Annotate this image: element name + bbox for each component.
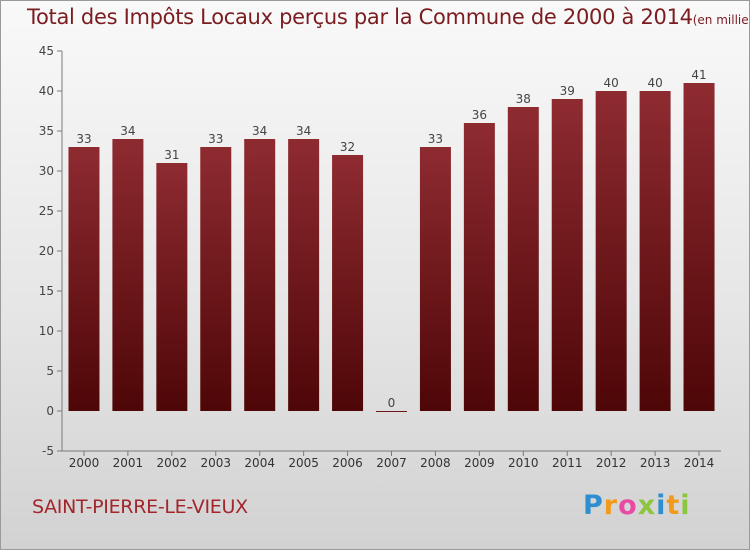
logo-letter: P <box>583 490 604 521</box>
bar-2007 <box>376 411 407 412</box>
y-tick-label: 20 <box>39 244 54 258</box>
x-tick-label: 2010 <box>508 456 539 470</box>
bar-2011 <box>551 99 583 411</box>
value-label-2004: 34 <box>252 124 267 138</box>
x-tick-label: 2014 <box>684 456 715 470</box>
value-label-2005: 34 <box>296 124 311 138</box>
y-tick-label: 5 <box>46 364 54 378</box>
x-tick-label: 2011 <box>552 456 583 470</box>
value-label-2008: 33 <box>428 132 443 146</box>
value-label-2010: 38 <box>516 92 531 106</box>
bars <box>68 83 715 412</box>
x-tick-label: 2005 <box>288 456 319 470</box>
y-tick-label: 10 <box>39 324 54 338</box>
y-tick-label: 45 <box>39 44 54 58</box>
bar-2010 <box>507 107 539 411</box>
logo-letter: o <box>618 490 638 521</box>
x-tick-label: 2003 <box>200 456 231 470</box>
axes: -5 0 5 10 15 20 25 30 35 40 45 2000 2001 2002 2003 2004… <box>39 44 721 470</box>
bar-2004 <box>244 139 276 411</box>
x-tick-label: 2007 <box>376 456 407 470</box>
x-tick-label: 2000 <box>69 456 100 470</box>
bar-2013 <box>639 91 671 411</box>
bar-2003 <box>200 147 232 411</box>
x-tick-label: 2002 <box>157 456 188 470</box>
logo-letter: i <box>680 490 691 521</box>
value-label-2007: 0 <box>388 396 396 410</box>
value-label-2013: 40 <box>647 76 662 90</box>
value-label-2012: 40 <box>604 76 619 90</box>
y-tick-label: 30 <box>39 164 54 178</box>
x-tick-label: 2013 <box>640 456 671 470</box>
bar-2005 <box>288 139 320 411</box>
bar-2009 <box>463 123 495 411</box>
chart-unit: (en milliers d'€) <box>692 13 749 27</box>
value-labels: 33 34 31 33 34 34 32 0 33 36 38 39 40 40 41 <box>76 68 706 410</box>
value-label-2000: 33 <box>76 132 91 146</box>
value-label-2002: 31 <box>164 148 179 162</box>
logo-letter: t <box>666 490 681 521</box>
value-label-2011: 39 <box>560 84 575 98</box>
y-tick-label: 35 <box>39 124 54 138</box>
x-tick-label: 2004 <box>244 456 275 470</box>
x-tick-label: 2009 <box>464 456 495 470</box>
logo-letter: r <box>603 490 619 521</box>
commune-name: SAINT-PIERRE-LE-VIEUX <box>32 496 248 518</box>
value-label-2001: 34 <box>120 124 135 138</box>
bar-2002 <box>156 163 188 411</box>
bar-2014 <box>683 83 715 411</box>
bar-2012 <box>595 91 627 411</box>
chart-title-row: Total des Impôts Locaux perçus par la Co… <box>27 5 749 29</box>
bar-2001 <box>112 139 144 411</box>
x-tick-label: 2012 <box>596 456 627 470</box>
y-tick-label: 40 <box>39 84 54 98</box>
bar-2000 <box>68 147 100 411</box>
chart-title: Total des Impôts Locaux perçus par la Co… <box>27 5 693 29</box>
y-tick-label: 0 <box>46 404 54 418</box>
x-tick-label: 2008 <box>420 456 451 470</box>
bar-2008 <box>419 147 451 411</box>
proxiti-logo: Proxiti <box>583 490 691 521</box>
bar-2006 <box>332 155 364 411</box>
y-tick-label: 15 <box>39 284 54 298</box>
value-label-2006: 32 <box>340 140 355 154</box>
value-label-2003: 33 <box>208 132 223 146</box>
x-tick-label: 2001 <box>113 456 144 470</box>
y-tick-label: -5 <box>42 444 54 458</box>
logo-letter: x <box>637 490 657 521</box>
value-label-2009: 36 <box>472 108 487 122</box>
y-tick-label: 25 <box>39 204 54 218</box>
logo-letter: i <box>656 490 667 521</box>
value-label-2014: 41 <box>691 68 706 82</box>
x-tick-label: 2006 <box>332 456 363 470</box>
